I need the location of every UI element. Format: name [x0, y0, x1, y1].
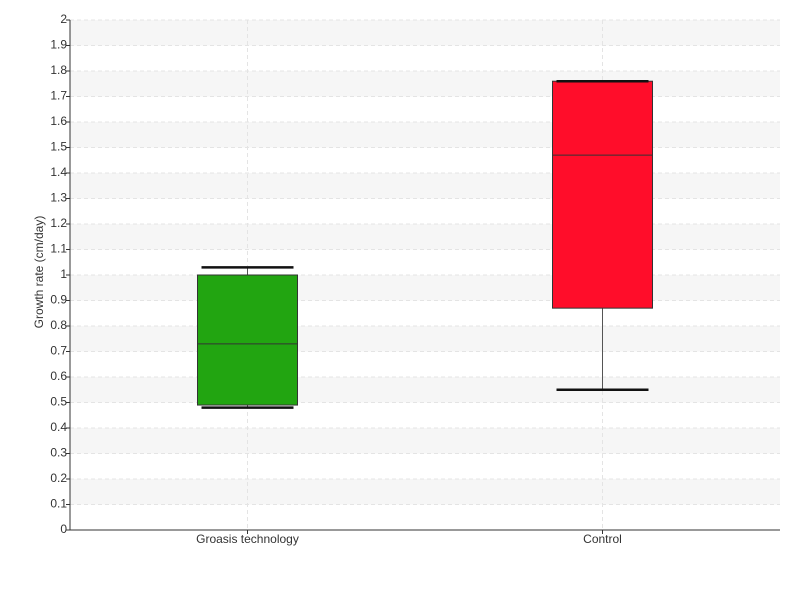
y-tick-label: 2	[60, 12, 67, 26]
y-tick-label: 0.6	[50, 369, 67, 383]
y-tick-label: 1.5	[50, 140, 67, 154]
grid-band	[70, 20, 780, 46]
y-axis-label: Growth rate (cm/day)	[32, 216, 46, 329]
y-tick-label: 0.8	[50, 318, 67, 332]
y-tick-label: 0.4	[50, 420, 67, 434]
x-tick-label: Groasis technology	[196, 532, 299, 546]
grid-band	[70, 71, 780, 97]
grid-band	[70, 173, 780, 199]
grid-band	[70, 275, 780, 301]
grid-band	[70, 326, 780, 352]
y-tick-label: 1.9	[50, 38, 67, 52]
y-tick-label: 1.7	[50, 89, 67, 103]
y-tick-label: 1.2	[50, 216, 67, 230]
y-tick-label: 0.3	[50, 446, 67, 460]
y-tick-label: 1	[60, 267, 67, 281]
y-tick-label: 1.3	[50, 191, 67, 205]
y-tick-label: 1.4	[50, 165, 67, 179]
grid-band	[70, 377, 780, 403]
y-tick-label: 0.1	[50, 497, 67, 511]
y-tick-label: 1.8	[50, 63, 67, 77]
grid-band	[70, 122, 780, 148]
y-tick-label: 0.5	[50, 395, 67, 409]
y-tick-label: 1.1	[50, 242, 67, 256]
grid-band	[70, 479, 780, 505]
box	[552, 80, 653, 309]
grid-band	[70, 428, 780, 454]
y-tick-label: 1.6	[50, 114, 67, 128]
y-tick-label: 0.7	[50, 344, 67, 358]
y-tick-label: 0	[60, 522, 67, 536]
x-tick-label: Control	[583, 532, 622, 546]
y-tick-label: 0.9	[50, 293, 67, 307]
y-tick-label: 0.2	[50, 471, 67, 485]
grid-band	[70, 224, 780, 250]
box	[197, 274, 298, 406]
